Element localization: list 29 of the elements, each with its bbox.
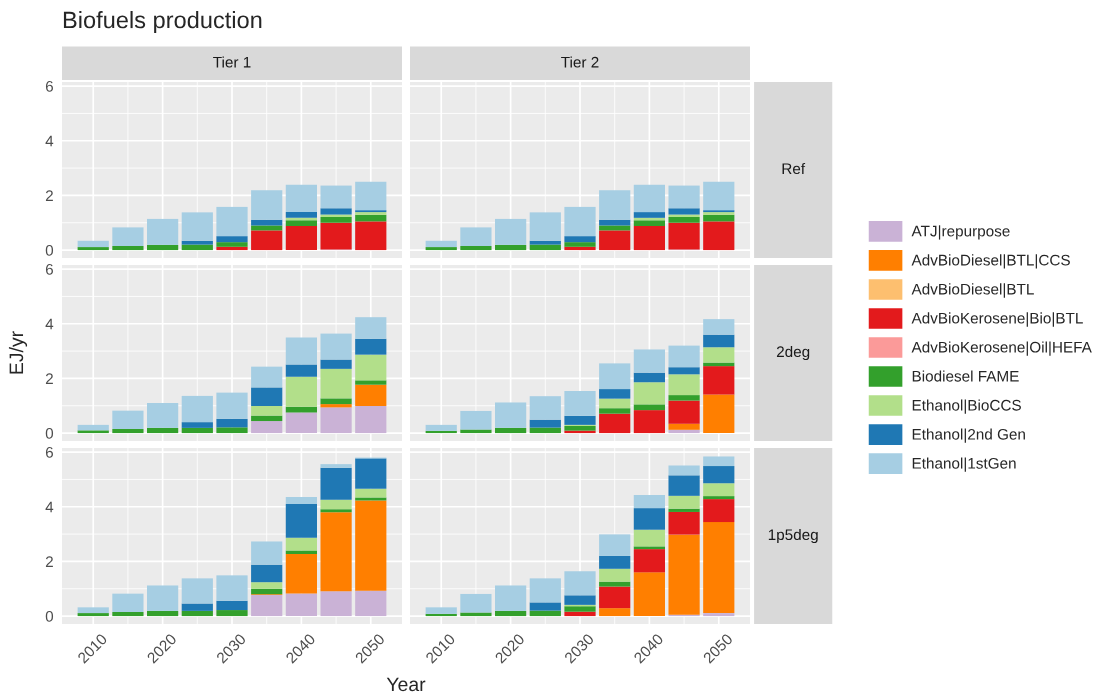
chart-title: Tier 2 <box>561 56 599 68</box>
y-tick-label: 4 <box>45 501 54 513</box>
legend-label: ATJ|repurpose <box>911 225 1010 240</box>
y-tick-label: 4 <box>45 318 54 330</box>
legend-label: AdvBioDiesel|BTL <box>911 283 1034 298</box>
chart-title: Tier 1 <box>213 56 251 68</box>
legend-label: Biodiesel FAME <box>912 370 1019 382</box>
y-tick-label: 0 <box>45 610 54 622</box>
legend-label: AdvBioKerosene|Oil|HEFA <box>911 341 1092 356</box>
y-tick-label: 6 <box>45 80 53 92</box>
y2-axis-title: 2deg <box>776 345 810 361</box>
y-tick-label: 2 <box>45 190 53 201</box>
y-axis-title: EJ/yr <box>8 331 28 374</box>
legend-label: AdvBioDiesel|BTL|CCS <box>911 254 1070 269</box>
y-tick-label: 2 <box>45 556 53 567</box>
y-tick-label: 4 <box>45 135 54 147</box>
y-tick-label: 6 <box>45 263 53 275</box>
legend-label: Ethanol|BioCCS <box>912 399 1021 414</box>
y-tick-label: 2 <box>45 373 53 384</box>
text: Biofuels production <box>63 11 262 33</box>
legend-label: Ethanol|2nd Gen <box>912 428 1025 443</box>
y2-axis-title: 1p5deg <box>768 528 818 544</box>
x-axis-title: Year <box>386 677 426 692</box>
y2-axis-title: Ref <box>782 162 806 175</box>
legend-label: Ethanol|1stGen <box>912 457 1016 472</box>
legend-label: AdvBioKerosene|Bio|BTL <box>911 312 1083 327</box>
y-tick-label: 0 <box>45 427 54 439</box>
y-tick-label: 0 <box>45 244 54 256</box>
y-tick-label: 6 <box>45 446 53 458</box>
